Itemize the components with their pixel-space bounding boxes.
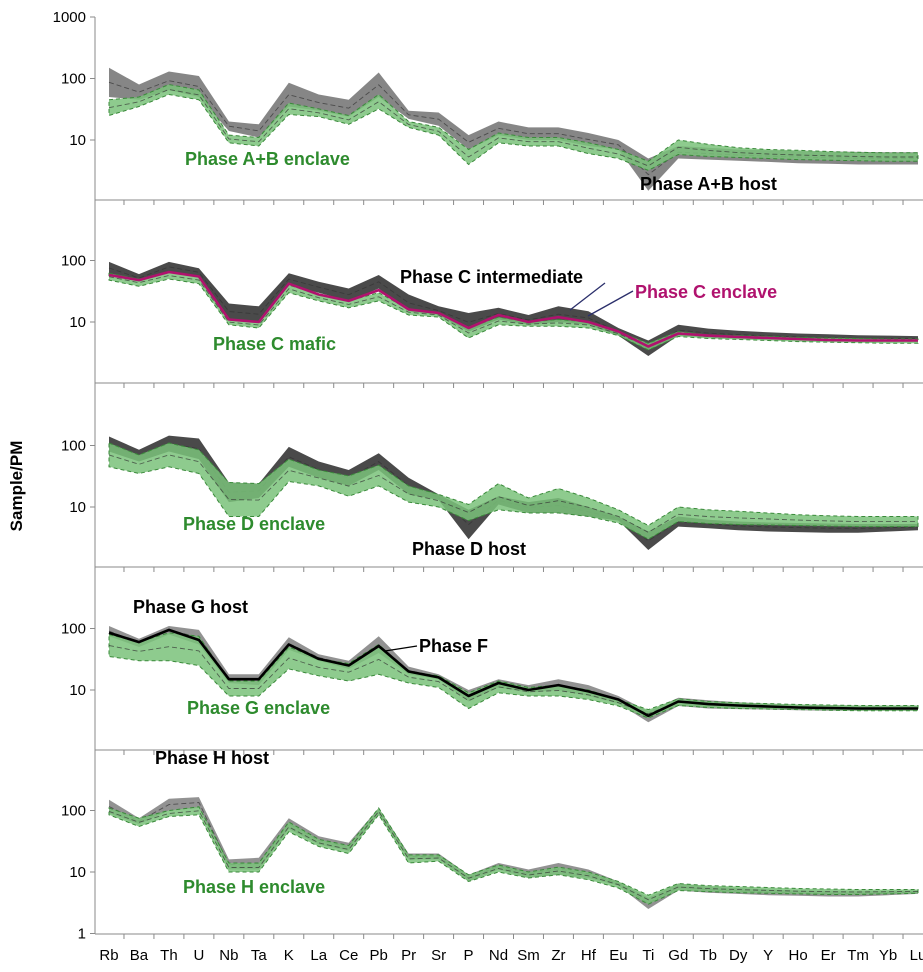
enclave-range-area: [108, 632, 919, 719]
median-dashed-line: [108, 266, 919, 349]
series-annotation: Phase F: [419, 636, 488, 656]
y-tick-label: 100: [61, 71, 86, 88]
x-tick-label: U: [193, 947, 204, 964]
series-annotation: Phase A+B enclave: [185, 149, 350, 169]
y-axis-label: Sample/PM: [7, 441, 26, 532]
x-tick-label: Rb: [99, 947, 118, 964]
x-tick-label: Ba: [130, 947, 149, 964]
panel-4: 100 10 Phase G host Phase F Phase G enclave: [61, 567, 923, 755]
x-tick-label: Pr: [401, 947, 416, 964]
series-line: [108, 628, 918, 718]
median-dashed-line: [108, 810, 919, 901]
label-pointer: [384, 645, 418, 652]
x-tick-label: Ta: [251, 947, 268, 964]
x-tick-label: Nb: [219, 947, 238, 964]
enclave-range-area: [108, 806, 919, 905]
median-dashed-line: [108, 89, 918, 167]
median-dashed-line: [108, 275, 918, 348]
y-tick-label: 1000: [53, 9, 86, 26]
panel-2: 100 10 Phase C intermediate Phase C enclave…: [61, 200, 923, 388]
y-tick-label: 10: [69, 682, 86, 699]
x-tick-label: Eu: [609, 947, 627, 964]
x-tick-label: Hf: [581, 947, 597, 964]
y-tick-label: 10: [69, 132, 86, 149]
y-tick-label: 10: [69, 499, 86, 516]
series-annotation: Phase A+B host: [640, 174, 777, 194]
x-tick-label: Ce: [339, 947, 358, 964]
x-tick-label: K: [284, 947, 294, 964]
x-tick-label: Sr: [431, 947, 446, 964]
x-tick-label: Lu: [910, 947, 923, 964]
x-tick-label: Tm: [847, 947, 869, 964]
x-axis: Rb Ba Th U Nb Ta K La Ce Pb Pr Sr P Nd Sm Zr Hf Eu Ti Gd Tb D…: [99, 947, 923, 964]
series-annotation: Phase C intermediate: [400, 267, 583, 287]
x-tick-label: Tb: [700, 947, 718, 964]
y-tick-label: 100: [61, 438, 86, 455]
x-tick-label: Nd: [489, 947, 508, 964]
series-annotation: Phase H enclave: [183, 877, 325, 897]
series-annotation: Phase C mafic: [213, 334, 336, 354]
y-tick-label: 100: [61, 803, 86, 820]
x-tick-label: Sm: [517, 947, 540, 964]
y-tick-label: 10: [69, 864, 86, 881]
x-tick-label: Er: [821, 947, 836, 964]
median-dashed-line: [108, 454, 918, 533]
x-tick-label: Dy: [729, 947, 748, 964]
enclave-range-area: [108, 83, 919, 171]
label-pointer: [587, 290, 634, 317]
series-annotation: Phase D host: [412, 539, 526, 559]
enclave-range-area: [108, 442, 919, 540]
panel-5: 100 10 1 Phase H host Phase H enclave: [61, 748, 923, 943]
x-tick-label: Gd: [668, 947, 688, 964]
series-line: [108, 270, 918, 348]
panel-1: 1000 100 10 Phase A+B enclave Phase A+B host: [53, 9, 923, 205]
series-annotation: Phase G enclave: [187, 698, 330, 718]
series-annotation: Phase C enclave: [635, 282, 777, 302]
x-tick-label: Ti: [642, 947, 654, 964]
y-tick-label: 1: [78, 926, 86, 943]
x-tick-label: Yb: [879, 947, 897, 964]
panel-3: 100 10 Phase D enclave Phase D host: [61, 383, 923, 572]
series-annotation: Phase D enclave: [183, 514, 325, 534]
y-tick-label: 10: [69, 314, 86, 331]
x-tick-label: P: [464, 947, 474, 964]
x-tick-label: La: [310, 947, 327, 964]
host-range-area: [109, 67, 918, 191]
y-tick-label: 100: [61, 253, 86, 270]
x-tick-label: Th: [160, 947, 178, 964]
enclave-range-area: [108, 271, 919, 351]
y-tick-label: 100: [61, 621, 86, 638]
x-tick-label: Y: [763, 947, 773, 964]
x-tick-label: Pb: [369, 947, 387, 964]
panels-group: 1000 100 10 Phase A+B enclave Phase A+B host…: [53, 9, 923, 943]
series-annotation: Phase H host: [155, 748, 269, 768]
series-annotation: Phase G host: [133, 597, 248, 617]
label-pointer: [569, 282, 606, 311]
x-tick-label: Ho: [789, 947, 808, 964]
x-tick-label: Zr: [551, 947, 565, 964]
